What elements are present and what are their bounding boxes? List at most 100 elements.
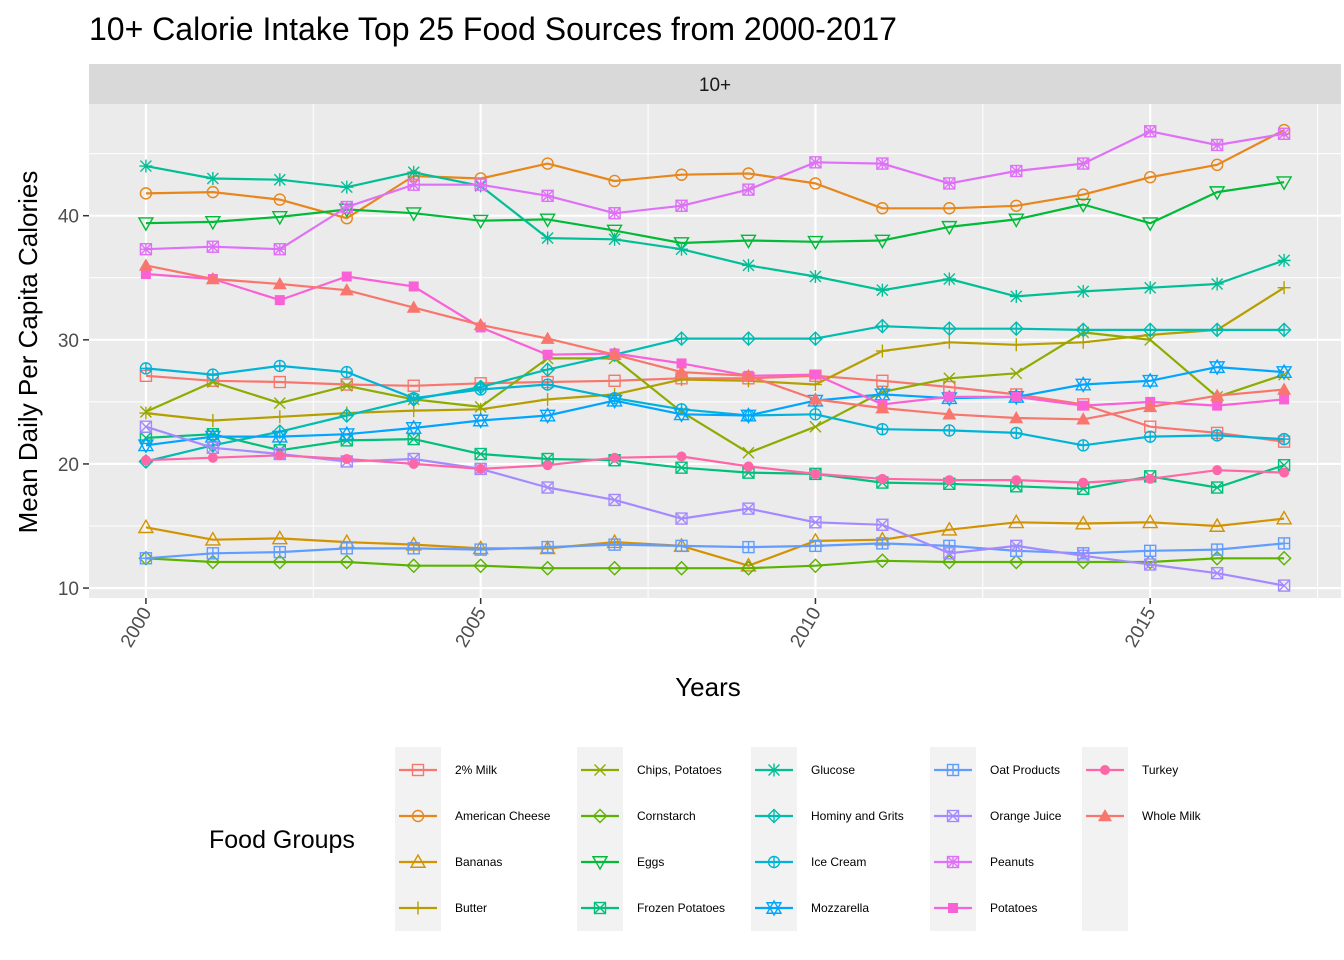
data-point-2-milk	[340, 378, 353, 391]
facet-strip	[89, 64, 1341, 104]
data-point-orange-juice	[943, 547, 956, 560]
data-point-peanuts	[675, 199, 688, 212]
series-turkey	[140, 450, 1290, 488]
data-point-eggs	[807, 235, 824, 251]
data-point-turkey	[475, 463, 486, 474]
data-point-mozzarella	[271, 428, 289, 446]
legend-label: Cornstarch	[637, 809, 696, 823]
data-point-whole-milk	[406, 300, 421, 313]
series-line-chips-potatoes	[145, 331, 1285, 454]
data-point-cornstarch	[1276, 550, 1292, 566]
data-point-glucose	[942, 272, 956, 286]
data-point-bananas	[271, 530, 289, 545]
data-point-glucose	[1210, 277, 1224, 291]
data-point-glucose	[541, 231, 555, 245]
data-point-turkey	[542, 460, 553, 471]
data-point-eggs	[673, 237, 690, 252]
data-point-cornstarch	[138, 550, 154, 566]
legend-key-marker	[409, 853, 427, 868]
data-point-cornstarch	[339, 554, 355, 570]
data-point-glucose	[273, 173, 287, 187]
data-point-peanuts	[1010, 164, 1023, 178]
legend-key-marker	[946, 809, 960, 823]
legend-key-marker	[591, 856, 609, 871]
data-point-turkey	[140, 455, 151, 466]
data-point-cornstarch	[473, 558, 489, 574]
data-point-turkey	[274, 450, 285, 461]
data-point-cornstarch	[941, 554, 957, 570]
data-point-cornstarch	[1209, 550, 1225, 566]
data-point-cornstarch	[607, 560, 623, 576]
legend-label: Whole Milk	[1142, 809, 1202, 823]
legend-item-frozen-potatoes: Frozen Potatoes	[577, 885, 725, 931]
data-point-hominy-and-grits	[807, 331, 823, 347]
x-tick-label: 2010	[786, 604, 825, 651]
series-line-cornstarch	[145, 557, 1285, 570]
data-point-orange-juice	[206, 441, 220, 455]
data-point-bananas	[1008, 513, 1025, 529]
data-point-potatoes	[810, 369, 821, 380]
data-point-hominy-and-grits	[740, 331, 756, 347]
data-point-ice-cream	[273, 359, 287, 373]
data-point-eggs	[1275, 176, 1293, 191]
data-point-american-cheese	[273, 193, 287, 206]
data-point-whole-milk	[473, 317, 488, 331]
data-point-2-milk	[608, 374, 621, 387]
legend-label: Orange Juice	[990, 809, 1062, 823]
data-point-ice-cream	[541, 378, 554, 391]
series-line-orange-juice	[145, 425, 1285, 587]
data-point-turkey	[408, 458, 419, 469]
data-point-bananas	[941, 521, 958, 536]
series-line-whole-milk	[145, 264, 1285, 421]
data-point-oat-products	[876, 537, 889, 550]
data-point-chips-potatoes	[273, 397, 286, 410]
data-point-turkey	[1212, 465, 1223, 476]
legend-label: American Cheese	[455, 809, 551, 823]
data-point-mozzarella	[1208, 358, 1226, 376]
series-orange-juice	[139, 420, 1291, 592]
data-point-glucose	[139, 159, 153, 173]
data-point-peanuts	[1210, 138, 1224, 152]
data-point-whole-milk	[1210, 388, 1225, 401]
data-point-oat-products	[541, 540, 554, 554]
legend-key-marker	[948, 903, 958, 913]
data-point-peanuts	[273, 243, 287, 256]
data-point-oat-products	[742, 540, 755, 554]
data-point-hominy-and-grits	[1142, 322, 1158, 338]
legend-key-marker	[946, 763, 960, 777]
data-point-whole-milk	[205, 272, 220, 285]
data-point-bananas	[1141, 513, 1159, 529]
data-point-chips-potatoes	[742, 446, 755, 459]
data-point-potatoes	[676, 358, 687, 369]
data-point-mozzarella	[539, 407, 556, 424]
data-point-hominy-and-grits	[1209, 322, 1225, 338]
data-point-butter	[1009, 338, 1023, 352]
data-point-peanuts	[1077, 157, 1090, 170]
data-point-cornstarch	[874, 553, 890, 569]
legend-item-cornstarch: Cornstarch	[577, 793, 696, 839]
data-point-potatoes	[140, 269, 151, 280]
legend-label: Glucose	[811, 763, 855, 777]
data-point-chips-potatoes	[1144, 333, 1157, 346]
data-point-orange-juice	[541, 481, 554, 494]
data-point-chips-potatoes	[1010, 367, 1023, 380]
data-point-eggs	[271, 210, 289, 226]
data-point-whole-milk	[540, 331, 555, 344]
y-tick-label: 40	[58, 207, 79, 228]
data-point-cornstarch	[540, 560, 556, 576]
data-point-potatoes	[542, 349, 553, 360]
chart-title: 10+ Calorie Intake Top 25 Food Sources f…	[89, 11, 897, 47]
data-point-turkey	[743, 461, 754, 472]
data-point-ice-cream	[1277, 432, 1291, 446]
data-point-potatoes	[1078, 400, 1089, 411]
legend-key-marker	[946, 855, 960, 869]
y-axis: 10 20 30 40	[58, 207, 89, 600]
series-glucose	[139, 159, 1291, 303]
data-point-cornstarch	[1008, 554, 1024, 570]
data-point-american-cheese	[1077, 188, 1090, 201]
data-point-frozen-potatoes	[675, 461, 688, 474]
data-point-oat-products	[139, 552, 153, 565]
legend-item-ice-cream: Ice Cream	[751, 839, 866, 885]
legend-item-orange-juice: Orange Juice	[930, 793, 1062, 839]
